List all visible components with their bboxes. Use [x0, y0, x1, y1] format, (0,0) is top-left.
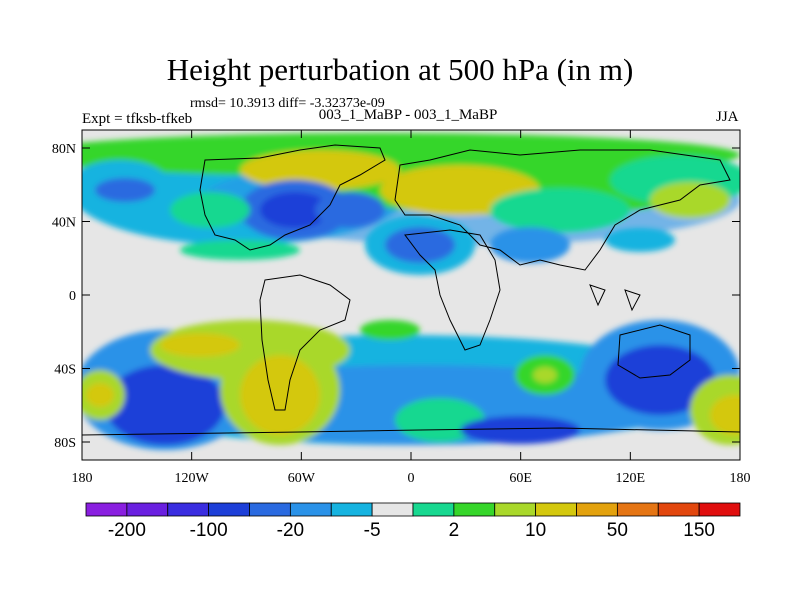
colorbar-label: 50 [607, 520, 628, 541]
colorbar: -200 -100 -20 -5 2 10 50 150 [85, 502, 741, 541]
x-tick-label: 180 [730, 471, 751, 486]
colorbar-swatch [412, 502, 455, 517]
y-tick-label: 80N [52, 142, 76, 157]
colorbar-swatch [698, 502, 741, 517]
colorbar-swatch [453, 502, 496, 517]
colorbar-label: 10 [525, 520, 546, 541]
colorbar-swatch [249, 502, 291, 517]
colorbar-swatch [330, 502, 373, 517]
colorbar-swatch [657, 502, 700, 517]
x-tick-label: 120W [175, 471, 210, 486]
x-tick-label: 60W [288, 471, 316, 486]
colorbar-label: -5 [364, 520, 381, 541]
y-tick-label: 40N [52, 216, 76, 231]
x-tick-label: 120E [616, 471, 646, 486]
y-tick-label: 40S [54, 363, 76, 378]
colorbar-label: -100 [190, 520, 228, 541]
colorbar-swatch [371, 502, 414, 517]
run-comparison-label: 003_1_MaBP - 003_1_MaBP [318, 107, 498, 123]
y-tick-label: 0 [69, 289, 76, 304]
colorbar-swatch [576, 502, 618, 517]
season-label: JJA [716, 109, 739, 125]
colorbar-swatch [616, 502, 659, 517]
stats-label: rmsd= 10.3913 diff= -3.32373e-09 [190, 96, 385, 111]
axis-tick-labels: 180 120W 60W 0 60E 120E 180 80N 40N 0 40S 80S [52, 142, 751, 486]
contour-field [82, 130, 740, 460]
colorbar-swatch [494, 502, 537, 517]
colorbar-swatch [126, 502, 169, 517]
plot-title: Height perturbation at 500 hPa (in m) [166, 52, 634, 87]
y-tick-label: 80S [54, 436, 76, 451]
colorbar-swatch [535, 502, 577, 517]
colorbar-label: -200 [108, 520, 146, 541]
axis-ticks [81, 130, 741, 460]
colorbar-swatch [289, 502, 332, 517]
x-tick-label: 60E [509, 471, 532, 486]
colorbar-label: -20 [277, 520, 304, 541]
x-tick-label: 180 [72, 471, 93, 486]
colorbar-label: 150 [683, 520, 715, 541]
coastlines [82, 144, 740, 436]
colorbar-swatch [208, 502, 250, 517]
colorbar-swatch [85, 502, 128, 517]
x-tick-label: 0 [408, 471, 415, 486]
experiment-label: Expt = tfksb-tfkeb [82, 111, 193, 127]
colorbar-label: 2 [449, 520, 460, 541]
colorbar-swatch [167, 502, 210, 517]
